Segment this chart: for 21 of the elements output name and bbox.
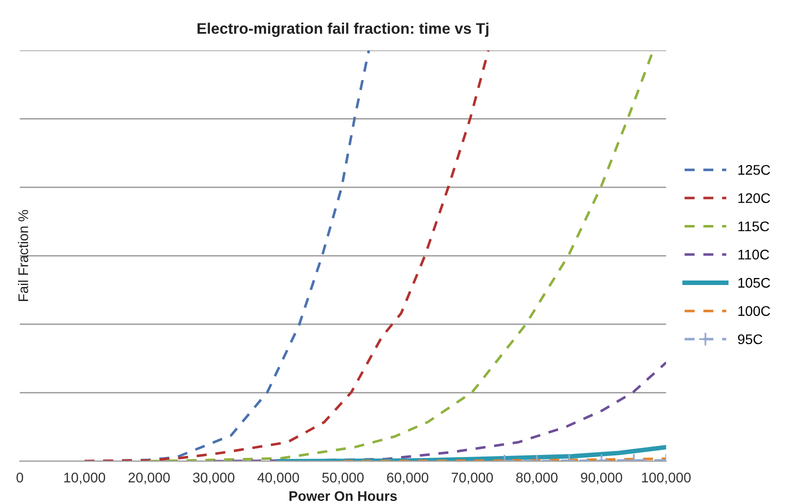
x-tick-label: 30,000 — [193, 472, 234, 484]
x-tick-label: 10,000 — [64, 472, 106, 484]
x-tick-label: 0 — [16, 472, 24, 482]
x-tick-label: 50,000 — [322, 472, 364, 484]
x-tick-label: 70,000 — [452, 472, 493, 484]
legend-label: 110C — [738, 250, 770, 260]
x-tick-label: 20,000 — [128, 472, 170, 484]
legend-label: 100C — [738, 306, 770, 316]
legend-label: 125C — [738, 165, 770, 175]
x-axis-title: Power On Hours — [289, 491, 397, 501]
legend-label: 105C — [738, 278, 770, 288]
legend-label: 120C — [738, 193, 770, 204]
x-tick-label: 100,000 — [642, 472, 691, 484]
x-tick-label: 60,000 — [387, 472, 428, 484]
x-tick-label: 40,000 — [257, 472, 300, 484]
x-tick-label: 90,000 — [580, 472, 622, 484]
x-tick-label: 80,000 — [516, 472, 558, 484]
chart-title: Electro-migration fail fraction: time vs Tj — [198, 22, 488, 37]
legend-label: 115C — [738, 221, 770, 232]
y-axis-title: Fail Fraction % — [18, 210, 28, 301]
legend-label: 95C — [738, 334, 762, 344]
